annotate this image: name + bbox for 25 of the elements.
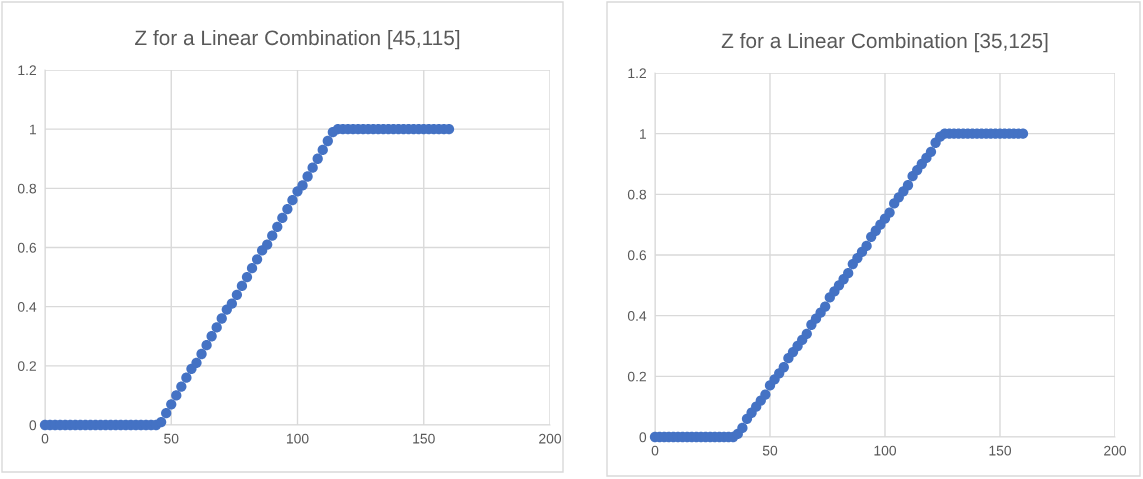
x-tick-label: 0 xyxy=(651,445,659,456)
y-tick-label: 1.2 xyxy=(628,68,646,79)
y-tick-label: 0 xyxy=(29,420,37,431)
chart-title: Z for a Linear Combination [35,125] xyxy=(721,32,1048,53)
x-tick-label: 50 xyxy=(762,445,778,456)
y-tick-label: 1 xyxy=(640,129,646,139)
x-tick-label: 0 xyxy=(41,433,49,444)
x-tick-label: 150 xyxy=(989,445,1012,456)
x-tick-label: 200 xyxy=(539,433,562,444)
y-tick-label: 0.4 xyxy=(17,302,37,312)
y-tick-label: 0.2 xyxy=(17,361,36,371)
x-tick-label: 100 xyxy=(286,433,309,444)
y-tick-label: 0.6 xyxy=(627,250,647,261)
x-tick-label: 200 xyxy=(1104,445,1127,456)
x-tick-label: 150 xyxy=(413,433,435,444)
y-tick-label: 0.8 xyxy=(627,189,647,200)
y-tick-label: 0.4 xyxy=(627,311,647,321)
x-tick-label: 100 xyxy=(874,445,897,456)
x-tick-label: 50 xyxy=(164,433,179,444)
y-tick-label: 1.2 xyxy=(18,65,36,76)
y-tick-label: 0.2 xyxy=(627,371,646,382)
y-tick-label: 0.6 xyxy=(17,242,37,253)
y-tick-label: 1 xyxy=(30,124,36,135)
y-tick-label: 0.8 xyxy=(17,183,37,194)
chart-title: Z for a Linear Combination [45,115] xyxy=(135,29,460,50)
